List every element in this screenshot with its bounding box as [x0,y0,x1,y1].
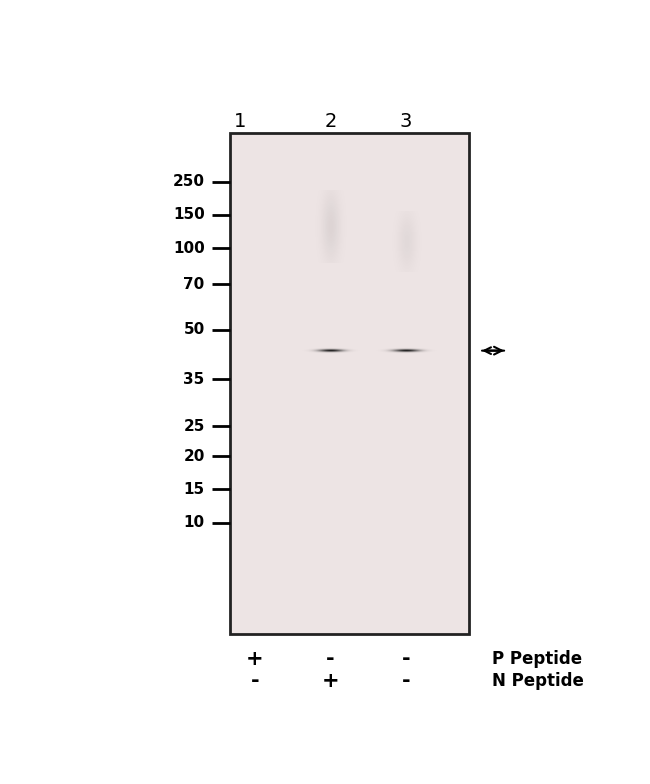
Text: P Peptide: P Peptide [492,649,582,667]
Text: 1: 1 [234,112,246,131]
Text: 10: 10 [183,515,205,530]
Text: +: + [246,648,264,669]
Text: N Peptide: N Peptide [492,672,584,690]
Text: 3: 3 [400,112,412,131]
Text: -: - [402,671,411,691]
Text: -: - [402,648,411,669]
Text: 150: 150 [173,207,205,223]
Text: 35: 35 [183,372,205,387]
Text: 15: 15 [183,482,205,497]
Text: 50: 50 [183,322,205,337]
Text: 2: 2 [324,112,337,131]
Text: 20: 20 [183,448,205,464]
Text: -: - [251,671,259,691]
Text: 70: 70 [183,277,205,292]
FancyBboxPatch shape [230,133,469,634]
Text: 250: 250 [173,174,205,189]
Text: +: + [322,671,339,691]
Text: 100: 100 [173,241,205,256]
Text: 25: 25 [183,419,205,434]
Text: -: - [326,648,335,669]
